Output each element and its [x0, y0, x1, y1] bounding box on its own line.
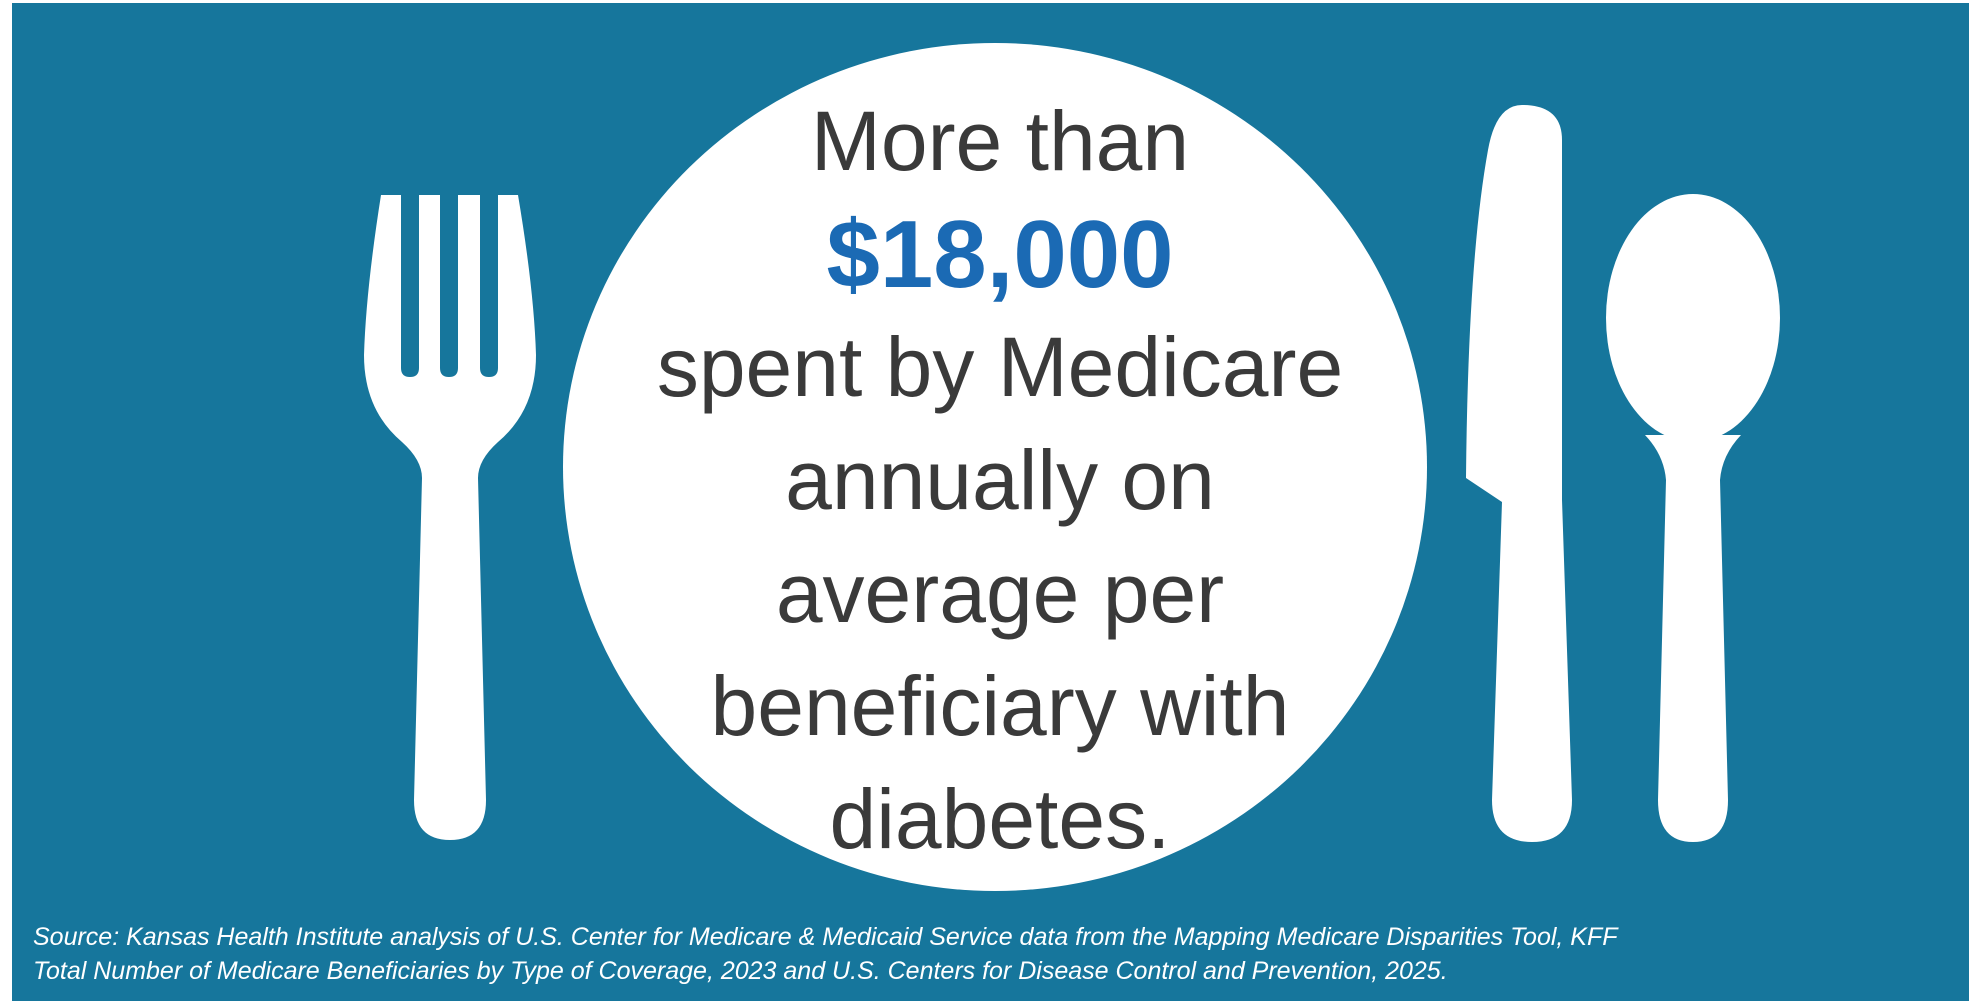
- headline-line-6: beneficiary with: [710, 659, 1290, 753]
- plate-icon: [563, 43, 1427, 891]
- headline-line-7: diabetes.: [829, 772, 1171, 866]
- headline: More than $18,000 spent by Medicare annu…: [560, 85, 1440, 876]
- headline-line-4: annually on: [785, 433, 1215, 527]
- source-line-2: Total Number of Medicare Beneficiaries b…: [33, 957, 1448, 985]
- source-line-1: Source: Kansas Health Institute analysis…: [33, 923, 1618, 951]
- spoon-icon: [1606, 194, 1780, 842]
- headline-line-5: average per: [775, 546, 1225, 640]
- source-citation: Source: Kansas Health Institute analysis…: [33, 920, 1953, 988]
- fork-icon: [364, 195, 536, 840]
- headline-amount: $18,000: [826, 201, 1174, 308]
- knife-icon: [1466, 105, 1572, 842]
- headline-line-3: spent by Medicare: [656, 320, 1344, 414]
- headline-line-1: More than: [810, 94, 1190, 188]
